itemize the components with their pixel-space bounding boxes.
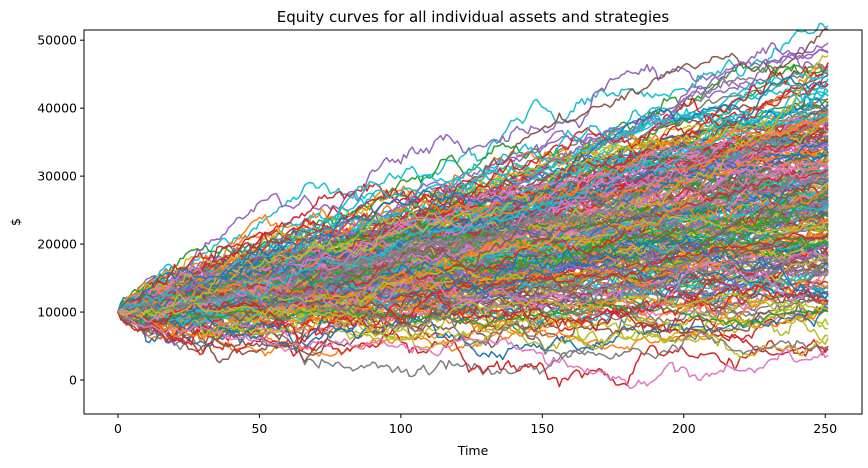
series-line-283 <box>117 170 829 313</box>
series-line-280 <box>117 261 829 322</box>
series-line-284 <box>117 244 829 313</box>
y-tick-label: 50000 <box>37 33 77 48</box>
series-line-263 <box>117 62 829 317</box>
series-line-290 <box>117 235 829 315</box>
y-tick-label: 0 <box>69 373 77 388</box>
series-line-246 <box>117 191 829 321</box>
x-tick-label: 100 <box>389 421 413 436</box>
y-tick-label: 10000 <box>37 305 77 320</box>
series-line-256 <box>117 170 829 313</box>
series-line-228 <box>117 307 829 360</box>
series-line-295 <box>117 178 829 322</box>
series-line-281 <box>117 118 829 313</box>
x-tick-label: 50 <box>251 421 267 436</box>
series-line-highlight-1 <box>117 74 829 313</box>
series-line-143 <box>117 302 829 388</box>
series-line-291 <box>117 183 829 313</box>
series-line-highlight-2 <box>117 308 829 390</box>
x-tick-label: 150 <box>530 421 554 436</box>
series-line-285 <box>117 28 829 313</box>
series-line-highlight-0 <box>117 55 829 317</box>
y-axis: 0 10000 20000 30000 40000 50000 <box>37 33 84 388</box>
series-line-292 <box>117 302 829 329</box>
series-line-298 <box>117 292 829 337</box>
series-line-49 <box>117 22 829 316</box>
x-tick-label: 200 <box>672 421 696 436</box>
y-axis-title: $ <box>8 218 23 226</box>
series-line-289 <box>117 69 829 313</box>
x-axis-title: Time <box>457 443 489 458</box>
series-line-244 <box>117 48 829 313</box>
series-line-287 <box>117 169 829 313</box>
series-line-206 <box>117 251 829 337</box>
x-axis: 0 50 100 150 200 250 <box>114 414 837 436</box>
x-tick-label: 250 <box>813 421 837 436</box>
x-tick-label: 0 <box>114 421 122 436</box>
y-tick-label: 40000 <box>37 101 77 116</box>
y-tick-label: 30000 <box>37 169 77 184</box>
plot-frame <box>83 29 863 415</box>
y-tick-label: 20000 <box>37 237 77 252</box>
series-line-194 <box>117 42 829 313</box>
series-line-261 <box>117 110 829 313</box>
series-layer <box>117 22 829 390</box>
series-line-highlight-3 <box>117 292 829 360</box>
series-line-293 <box>117 277 829 347</box>
series-line-299 <box>117 113 829 313</box>
chart-title: Equity curves for all individual assets … <box>277 8 670 26</box>
series-line-133 <box>117 272 829 342</box>
series-line-297 <box>117 177 829 313</box>
